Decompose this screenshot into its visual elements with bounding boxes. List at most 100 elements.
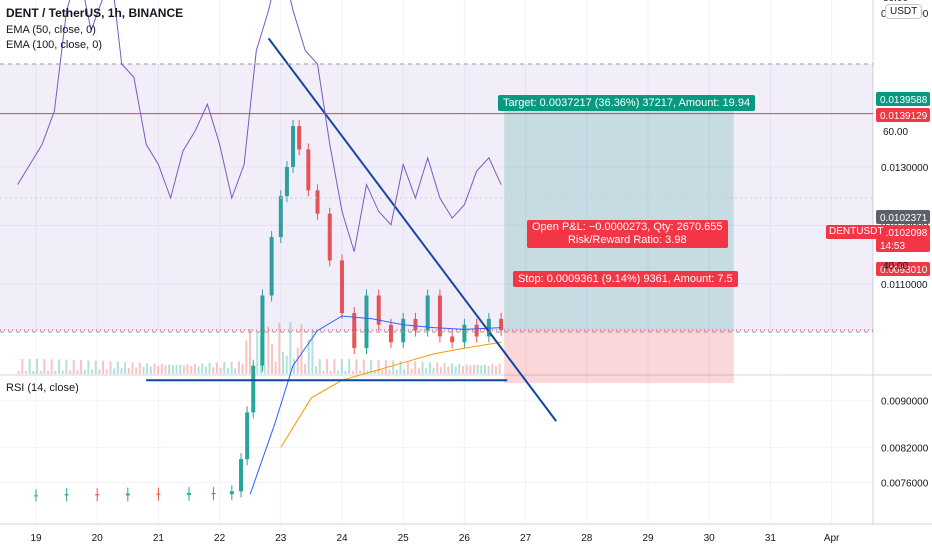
volume-bar [109,361,112,374]
price-tag [876,210,930,224]
rsi-legend[interactable]: RSI (14, close) [6,382,79,394]
price-tag [876,108,930,122]
volume-bar [329,370,332,374]
volume-bar [131,362,134,374]
price-tag [876,262,930,276]
volume-bar [204,366,207,374]
stop-label[interactable]: Stop: 0.0009361 (9.14%) 9361, Amount: 7.… [513,271,738,287]
volume-bar [72,359,75,374]
time-tick-label: 21 [153,533,165,544]
candle [376,295,381,325]
candle [125,493,130,496]
volume-bar [120,368,123,374]
volume-bar [403,369,406,374]
volume-bar [215,362,218,374]
volume-bar [293,358,296,374]
candle [187,493,191,495]
volume-bar [234,368,237,374]
pnl-label[interactable]: Open P&L: −0.0000273, Qty: 2670.655 Risk… [527,220,728,248]
volume-bar [392,360,395,374]
volume-bar [149,366,152,374]
volume-bar [36,359,38,374]
volume-bar [98,369,101,374]
candle [284,166,289,197]
volume-bar [179,364,182,374]
volume-bar [395,369,398,374]
volume-bar [472,364,475,374]
candle [499,318,504,330]
ema100-legend[interactable]: EMA (100, close, 0) [6,39,102,51]
volume-bar [318,359,321,374]
volume-bar [487,365,490,374]
symbol-title: DENT / TetherUS, 1h, BINANCE [6,6,184,20]
candle [364,295,369,349]
time-tick-label: 31 [765,533,777,544]
price-tick-label: 0.0090000 [881,397,929,408]
volume-bar [54,370,57,374]
volume-bar [164,365,167,374]
time-tick-label: 20 [92,533,104,544]
volume-bar [168,364,171,374]
volume-bar [69,370,72,374]
volume-bar [476,364,479,374]
volume-bar [315,365,318,374]
volume-bar [304,363,307,374]
volume-bar [24,370,27,374]
risk-reward-text: Risk/Reward Ratio: 3.98 [567,234,687,246]
volume-bar [381,369,384,374]
candle [450,336,455,343]
candle [425,295,430,331]
volume-bar [248,328,251,374]
candle [260,295,265,366]
volume-bar [230,361,233,374]
candle [352,313,357,349]
volume-bar [91,369,94,374]
currency-button[interactable]: USDT [885,4,923,19]
price-tag-label: 0.0102371 [880,213,928,224]
volume-bar [465,364,468,374]
candle [269,237,274,296]
volume-bar [406,361,409,374]
volume-bar [447,366,450,374]
volume-bar [285,355,288,374]
volume-bar [142,366,145,374]
volume-bar [469,365,472,374]
volume-bar [28,359,31,374]
volume-bar [307,339,310,374]
volume-bar [458,363,461,374]
stop-zone [504,329,734,384]
price-tag [876,92,930,106]
target-label[interactable]: Target: 0.0037217 (36.36%) 37217, Amount… [498,95,756,111]
volume-bar [491,363,494,374]
ema50-legend[interactable]: EMA (50, close, 0) [6,24,96,36]
volume-bar [377,359,380,374]
time-tick-label: Apr [824,533,840,544]
volume-bar [370,359,373,374]
rsi-tick-label: 40.00 [883,261,908,272]
volume-bar [355,359,358,374]
volume-bar [116,361,119,374]
candle [401,318,406,343]
candle [340,260,344,314]
rsi-tick-label: 80.00 [883,0,908,4]
volume-bar [157,366,160,374]
volume-bar [348,359,351,374]
candle [95,494,100,496]
volume-bar [193,363,196,374]
volume-bar [417,368,420,374]
candle [34,495,38,497]
volume-bar [480,365,483,374]
price-tick-label: 0.0130000 [881,163,929,174]
candle [229,491,234,495]
time-tick-label: 30 [704,533,716,544]
volume-bar [322,370,325,374]
volume-bar [83,369,86,374]
volume-bar [113,368,116,374]
volume-bar [483,364,486,374]
volume-bar [65,359,68,374]
volume-bar [87,360,90,374]
volume-bar [135,367,138,374]
volume-bar [245,340,248,374]
volume-bar [76,370,79,374]
